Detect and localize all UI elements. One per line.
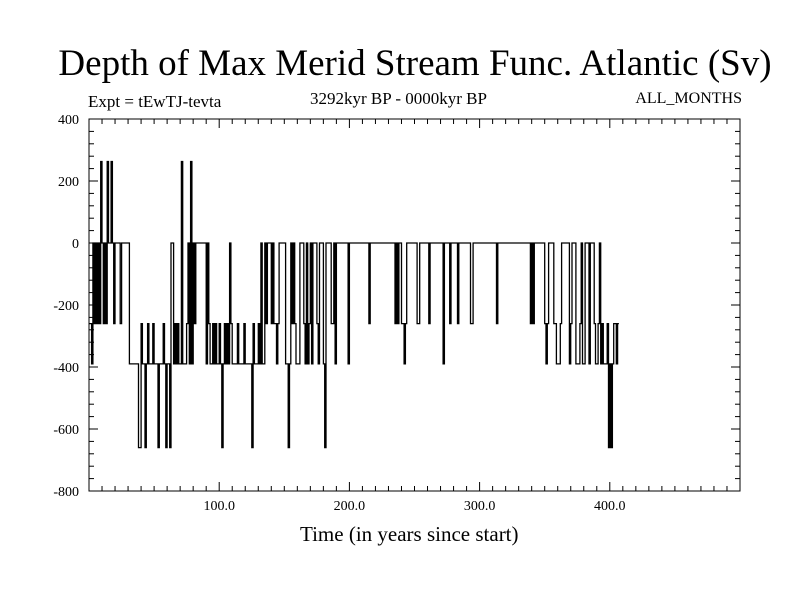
time-range-label: 3292kyr BP - 0000kyr BP [310,89,487,108]
y-tick-label: 200 [58,175,79,190]
y-tick-label: -600 [53,423,79,438]
y-tick-label: -400 [53,361,79,376]
y-tick-label: 0 [72,237,79,252]
y-tick-label: -200 [53,299,79,314]
axis-ticks [89,119,740,491]
series-line [89,160,619,449]
plot-frame [88,118,741,492]
x-tick-label: 200.0 [334,499,366,514]
chart-title: Depth of Max Merid Stream Func. Atlantic… [58,43,772,84]
months-label: ALL_MONTHS [635,90,742,107]
x-tick-label: 400.0 [594,499,626,514]
y-tick-label: -800 [53,485,79,500]
x-tick-label: 100.0 [203,499,235,514]
tick-labels: 100.0 200.0 300.0 400.0 400 200 0 -200 -400 -600 -… [53,113,625,514]
y-tick-label: 400 [58,113,79,128]
experiment-label: Expt = tEwTJ-tevta [88,92,222,111]
x-axis-label: Time (in years since start) [300,522,519,546]
x-tick-label: 300.0 [464,499,496,514]
